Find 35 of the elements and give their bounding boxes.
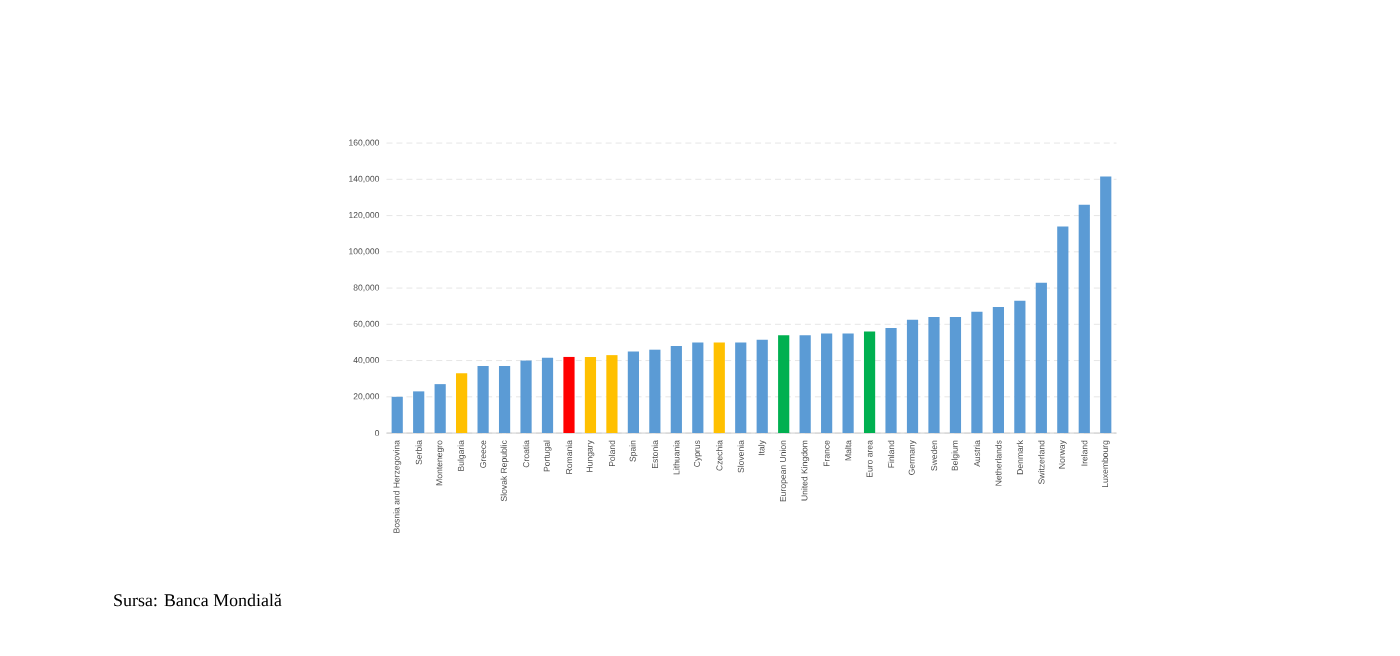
bar [670, 346, 682, 434]
bar [756, 339, 768, 434]
bar [391, 396, 403, 434]
bar [498, 366, 511, 434]
bar [456, 373, 468, 434]
bar [863, 331, 876, 434]
bar [1014, 300, 1026, 434]
bar [541, 357, 554, 434]
bar [928, 317, 940, 434]
text: Sursa: Banca Mondială [114, 593, 282, 607]
bar [778, 335, 790, 434]
bar [1057, 226, 1069, 434]
bar [1035, 282, 1047, 434]
bar [606, 355, 618, 434]
bar [434, 384, 446, 434]
bar [821, 333, 833, 434]
bar [563, 356, 575, 434]
bar [520, 360, 532, 434]
bar [799, 335, 811, 434]
bar [692, 342, 704, 434]
bar [1100, 176, 1112, 434]
bar [992, 307, 1004, 434]
bar [627, 351, 639, 434]
bar [949, 317, 962, 434]
bar [971, 311, 983, 434]
bar [584, 356, 597, 434]
bar [649, 349, 661, 434]
bar [842, 333, 854, 434]
bar [906, 319, 919, 434]
bar [735, 342, 747, 434]
bar [885, 327, 897, 434]
bar [477, 366, 489, 434]
bar [413, 391, 425, 434]
bar [713, 342, 725, 434]
bar [1078, 204, 1090, 434]
